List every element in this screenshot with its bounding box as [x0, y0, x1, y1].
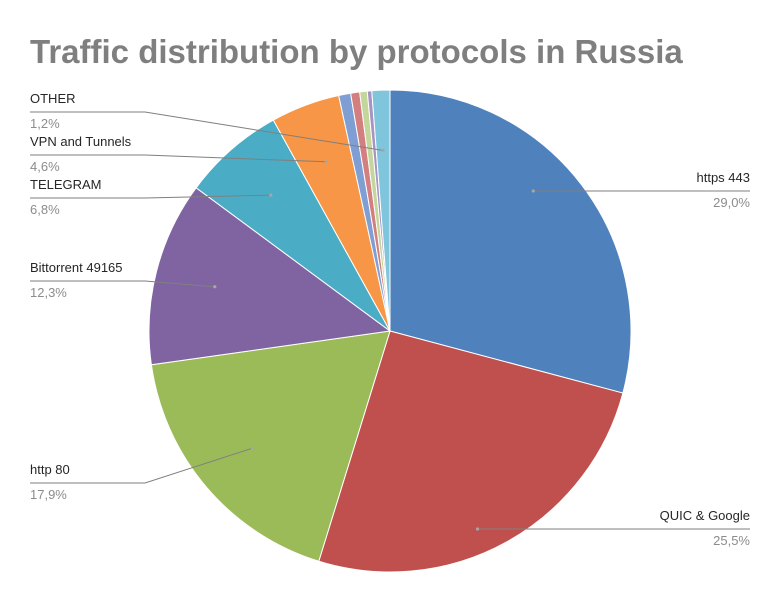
leader-dot	[475, 527, 480, 531]
slice-label-value: 25,5%	[713, 533, 750, 548]
slice-label-value: 4,6%	[30, 159, 60, 174]
slice-label-value: 17,9%	[30, 487, 67, 502]
leader-line	[30, 111, 384, 151]
leader-line	[30, 194, 271, 199]
slice-label-name: http 80	[30, 462, 70, 477]
pie-slice-bittorrent-49165	[148, 187, 392, 366]
slice-label-name: Bittorrent 49165	[30, 260, 123, 275]
leader-line	[30, 280, 215, 288]
leader-dot	[531, 189, 535, 193]
slice-label-value: 6,8%	[30, 202, 60, 217]
leader-dot	[381, 148, 385, 152]
pie-slices	[148, 89, 632, 573]
slice-label-value: 29,0%	[713, 195, 750, 210]
slice-label-value: 1,2%	[30, 116, 60, 131]
slice-labels: https 443 29,0% QUIC & Google 25,5% http 80 1…	[30, 91, 750, 548]
slice-label-name: VPN and Tunnels	[30, 134, 132, 149]
slice-label-name: TELEGRAM	[30, 177, 102, 192]
slice-label-value: 12,3%	[30, 285, 67, 300]
leader-line	[30, 154, 327, 163]
leader-line	[30, 447, 253, 484]
slice-label-name: QUIC & Google	[660, 508, 750, 523]
leader-dot	[213, 285, 217, 289]
leader-dot	[250, 446, 254, 450]
leader-dot	[269, 193, 273, 197]
leader-dot	[324, 160, 328, 164]
pie-slice-quic-google	[318, 330, 624, 573]
pie-slice-other	[371, 89, 391, 332]
slice-label-name: OTHER	[30, 91, 76, 106]
chart-title: Traffic distribution by protocols in Rus…	[30, 33, 683, 70]
pie-slice-http-80	[150, 330, 391, 562]
slice-label-name: https 443	[697, 170, 751, 185]
pie-slice-https-443	[389, 89, 632, 394]
